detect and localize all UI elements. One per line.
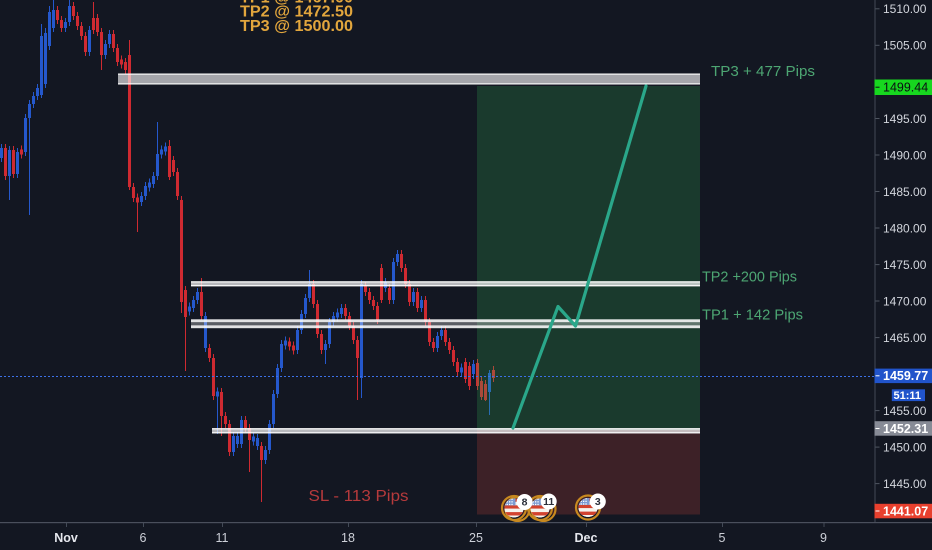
svg-text:TP1 @ 1467.00: TP1 @ 1467.00: [240, 0, 353, 7]
svg-text:1441.07: 1441.07: [883, 504, 928, 518]
svg-text:TP2 @ 1472.50: TP2 @ 1472.50: [240, 4, 353, 21]
svg-text:51:11: 51:11: [893, 390, 921, 402]
svg-text:1465.00: 1465.00: [883, 331, 927, 345]
svg-text:1490.00: 1490.00: [883, 148, 927, 162]
svg-text:9: 9: [820, 531, 827, 545]
svg-text:1475.00: 1475.00: [883, 258, 927, 272]
svg-text:6: 6: [140, 531, 147, 545]
svg-text:18: 18: [341, 531, 355, 545]
svg-text:5: 5: [719, 531, 726, 545]
svg-text:11: 11: [543, 496, 554, 508]
svg-text:25: 25: [469, 531, 483, 545]
svg-text:1495.00: 1495.00: [883, 112, 927, 126]
svg-text:1485.00: 1485.00: [883, 185, 927, 199]
svg-text:1450.00: 1450.00: [883, 440, 927, 454]
svg-text:Dec: Dec: [575, 531, 598, 545]
svg-text:1499.44: 1499.44: [883, 81, 928, 95]
svg-text:1470.00: 1470.00: [883, 294, 927, 308]
svg-text:TP1 + 142 Pips: TP1 + 142 Pips: [702, 307, 803, 324]
svg-text:1510.00: 1510.00: [883, 2, 927, 16]
svg-text:3: 3: [595, 496, 601, 508]
svg-text:11: 11: [216, 531, 229, 545]
svg-text:1445.00: 1445.00: [883, 477, 927, 491]
svg-text:8: 8: [522, 497, 528, 509]
svg-text:1505.00: 1505.00: [883, 39, 927, 53]
svg-text:TP3 + 477 Pips: TP3 + 477 Pips: [711, 63, 815, 80]
svg-text:SL - 113 Pips: SL - 113 Pips: [309, 488, 409, 505]
svg-text:TP3 @ 1500.00: TP3 @ 1500.00: [240, 18, 353, 35]
svg-text:Nov: Nov: [54, 531, 78, 545]
svg-text:1480.00: 1480.00: [883, 221, 927, 235]
svg-text:TP2 +200 Pips: TP2 +200 Pips: [702, 269, 797, 286]
svg-text:1455.00: 1455.00: [883, 404, 927, 418]
svg-text:1452.31: 1452.31: [883, 422, 928, 436]
svg-text:1459.77: 1459.77: [883, 369, 928, 383]
